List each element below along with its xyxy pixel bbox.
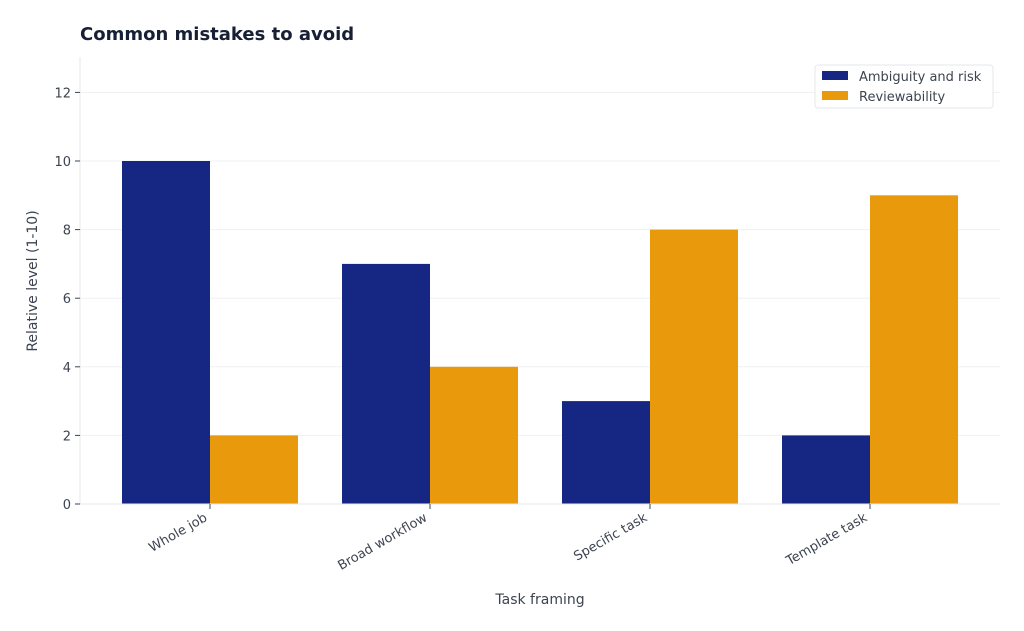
legend-swatch xyxy=(822,91,848,100)
bar xyxy=(562,401,650,504)
legend: Ambiguity and risk Reviewability xyxy=(814,64,994,109)
x-tick-label: Whole job xyxy=(147,510,210,555)
bar xyxy=(650,229,738,504)
y-tick-label: 0 xyxy=(63,498,71,513)
bar xyxy=(870,195,958,505)
legend-label: Reviewability xyxy=(859,90,946,105)
y-tick-label: 6 xyxy=(63,292,71,307)
y-tick-label: 4 xyxy=(63,361,71,376)
bar xyxy=(782,435,870,504)
x-axis-label: Task framing xyxy=(494,592,584,608)
y-tick-label: 2 xyxy=(63,429,71,444)
grid-lines xyxy=(80,91,1000,436)
chart-title: Common mistakes to avoid xyxy=(80,24,354,45)
bar xyxy=(342,263,430,504)
legend-label: Ambiguity and risk xyxy=(859,70,982,85)
bar xyxy=(430,366,518,504)
bars xyxy=(122,161,958,505)
y-tick-label: 8 xyxy=(63,224,71,239)
y-ticks: 0 2 4 6 8 10 12 xyxy=(54,86,80,513)
legend-box xyxy=(814,64,994,109)
y-tick-label: 12 xyxy=(54,86,71,101)
y-axis-label: Relative level (1-10) xyxy=(25,210,41,351)
legend-swatch xyxy=(822,71,848,80)
y-tick-label: 10 xyxy=(54,155,71,170)
x-ticks: Whole job Broad workflow Specific task Temp… xyxy=(147,504,871,574)
bar xyxy=(122,161,210,504)
axes xyxy=(79,57,1000,505)
x-tick-label: Specific task xyxy=(571,510,650,564)
bar xyxy=(210,435,298,504)
x-tick-label: Template task xyxy=(783,510,870,569)
x-tick-label: Broad workflow xyxy=(335,510,430,573)
